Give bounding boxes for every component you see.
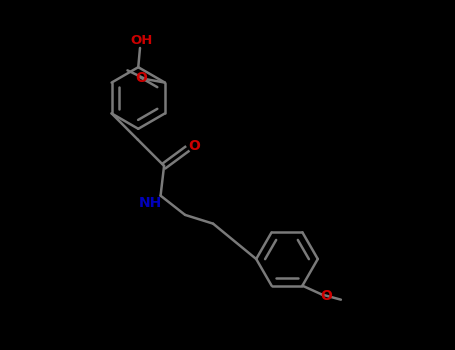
Text: NH: NH xyxy=(138,196,162,210)
Text: O: O xyxy=(136,71,147,85)
Text: O: O xyxy=(188,139,201,153)
Text: O: O xyxy=(320,289,332,303)
Text: OH: OH xyxy=(130,34,152,47)
